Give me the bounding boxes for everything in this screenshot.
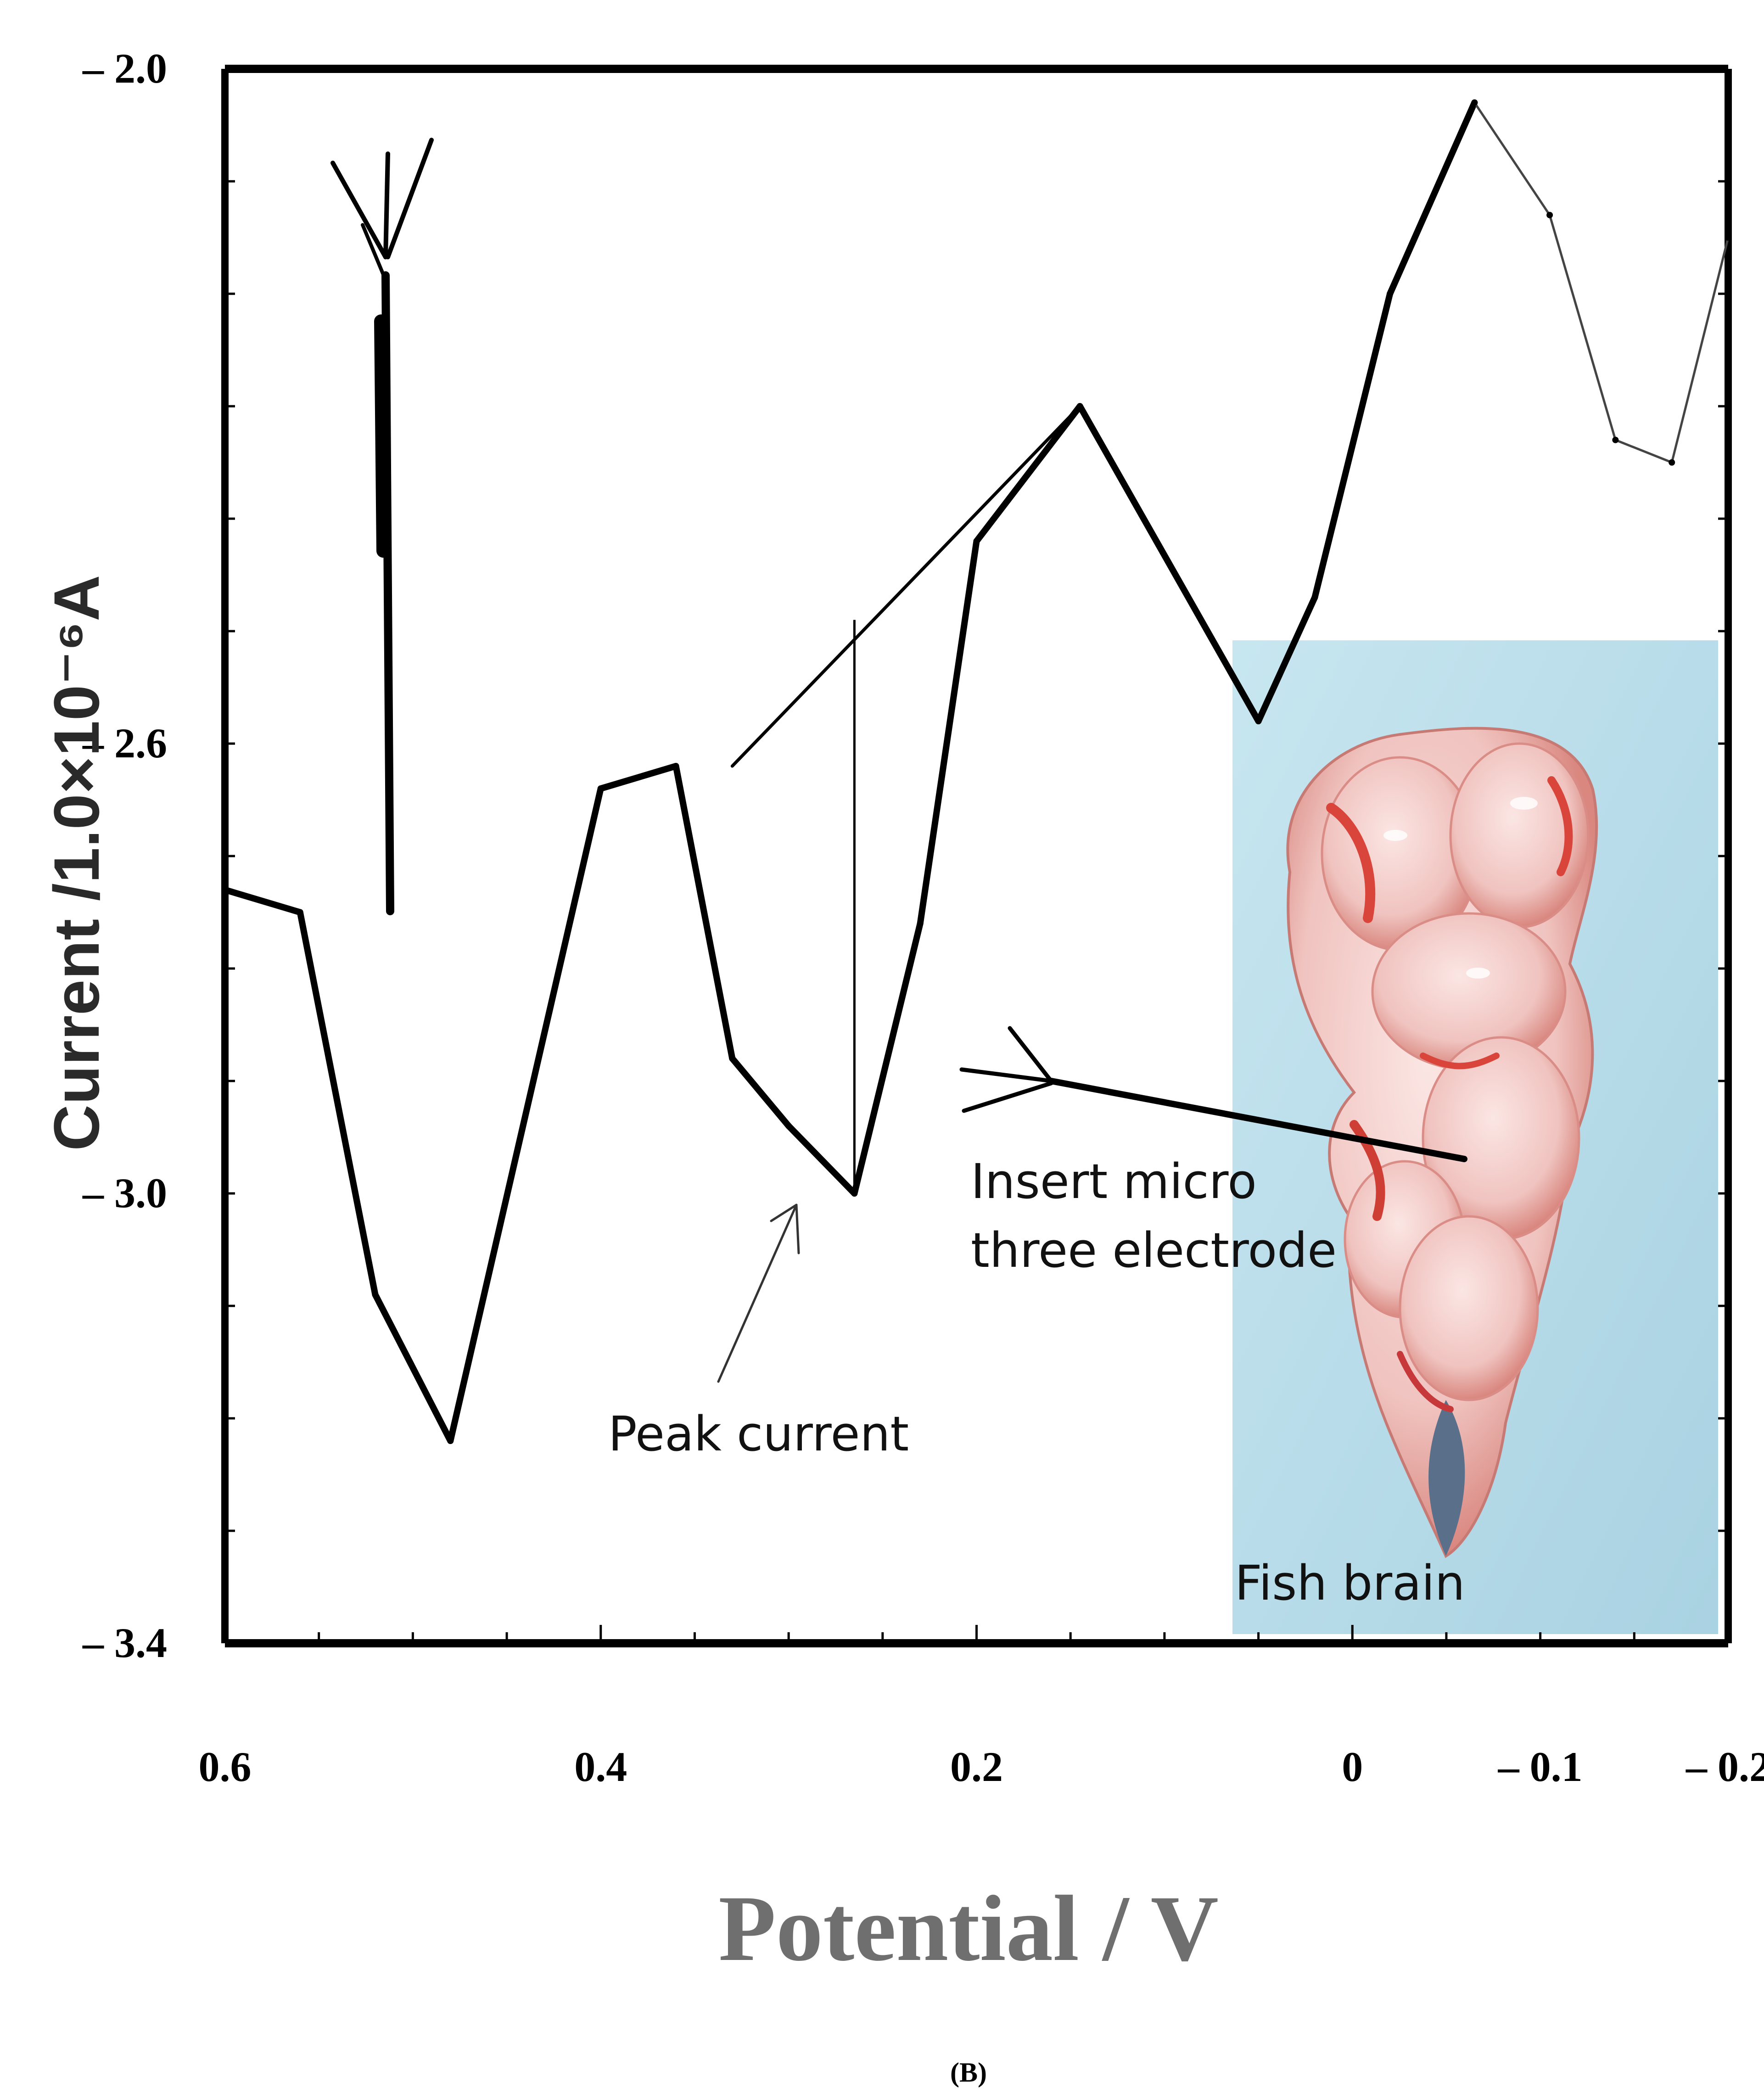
series-line bbox=[222, 99, 1478, 1444]
x-tick-label: 0.4 bbox=[574, 1743, 627, 1790]
insert-electrode-label-line2: three electrode bbox=[971, 1222, 1337, 1278]
insert-electrode-label-line1: Insert micro bbox=[971, 1153, 1257, 1209]
data-point bbox=[917, 920, 924, 927]
data-point bbox=[1725, 234, 1731, 241]
x-tick-label: – 0.2 bbox=[1686, 1743, 1764, 1790]
y-tick-label: – 2.6 bbox=[82, 720, 167, 767]
data-point bbox=[297, 909, 303, 916]
data-point bbox=[1255, 718, 1262, 724]
y-axis-ticks bbox=[225, 67, 1728, 1645]
series-line-tail bbox=[1473, 102, 1730, 464]
series-layer bbox=[222, 99, 1731, 1444]
data-point bbox=[1471, 99, 1478, 106]
x-tick-label: 0.6 bbox=[199, 1743, 252, 1790]
fish-brain-label: Fish brain bbox=[1235, 1555, 1465, 1611]
data-point bbox=[1546, 212, 1553, 218]
data-point bbox=[597, 785, 604, 792]
y-axis-title: Current /1.0×10⁻⁶A bbox=[40, 575, 112, 1151]
x-tick-labels: 0.6 0.4 0.2 0 – 0.1 – 0.2 bbox=[199, 1743, 1764, 1790]
data-point bbox=[447, 1438, 454, 1444]
baseline-layer bbox=[730, 404, 1082, 768]
data-point bbox=[1076, 403, 1083, 409]
data-point bbox=[1669, 459, 1675, 466]
data-point bbox=[1311, 594, 1318, 601]
data-point bbox=[372, 1291, 379, 1298]
x-tick-label: – 0.1 bbox=[1498, 1743, 1583, 1790]
data-point bbox=[1612, 437, 1619, 443]
peak-current-label: Peak current bbox=[608, 1406, 909, 1462]
fish-brain-photo bbox=[1232, 640, 1718, 1634]
figure-caption: (B) bbox=[950, 2057, 987, 2088]
data-point bbox=[672, 763, 679, 769]
data-point bbox=[973, 538, 980, 544]
x-axis-ticks bbox=[224, 1625, 1730, 1643]
peak-arrow bbox=[717, 1204, 800, 1383]
x-tick-label: 0.2 bbox=[950, 1743, 1003, 1790]
x-axis-title: Potential / V bbox=[718, 1876, 1218, 1981]
electrode-icon-vertical bbox=[330, 138, 434, 915]
data-point bbox=[1387, 291, 1394, 297]
y-tick-label: – 2.0 bbox=[82, 45, 167, 92]
data-point bbox=[222, 886, 228, 893]
electrode-icon-inserted bbox=[959, 1026, 1467, 1162]
y-tick-label: – 3.0 bbox=[82, 1170, 167, 1216]
data-point bbox=[785, 1123, 792, 1129]
x-tick-label: 0 bbox=[1342, 1743, 1363, 1790]
data-point bbox=[729, 1055, 736, 1062]
y-tick-label: – 3.4 bbox=[82, 1619, 167, 1666]
baseline-line bbox=[730, 404, 1082, 768]
y-tick-labels: – 2.0 – 2.6 – 3.0 – 3.4 bbox=[82, 45, 167, 1666]
